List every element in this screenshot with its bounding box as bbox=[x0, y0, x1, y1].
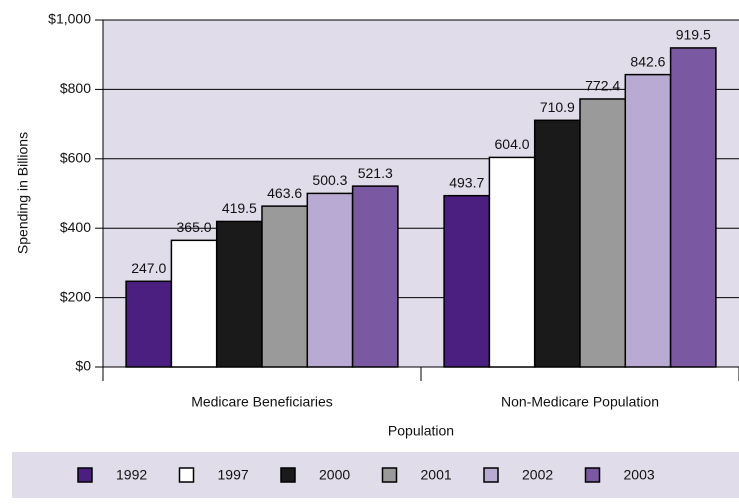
legend-label: 1997 bbox=[218, 467, 249, 483]
bar bbox=[261, 205, 309, 368]
bar bbox=[351, 185, 399, 368]
y-tick-label: $600 bbox=[60, 150, 91, 166]
x-tick-label: Non-Medicare Population bbox=[501, 394, 659, 410]
y-axis-label: Spending in Billions bbox=[15, 132, 31, 254]
legend-label: 2003 bbox=[624, 467, 655, 483]
value-label: 521.3 bbox=[358, 165, 393, 181]
legend-swatch bbox=[77, 467, 93, 483]
x-axis-label: Population bbox=[388, 423, 454, 439]
value-label: 493.7 bbox=[449, 174, 484, 190]
y-tick-label: $400 bbox=[60, 219, 91, 235]
legend-swatch bbox=[280, 467, 296, 483]
legend-swatch bbox=[381, 467, 398, 483]
value-label: 500.3 bbox=[312, 172, 347, 188]
legend-background bbox=[12, 452, 739, 498]
y-tick-label: $200 bbox=[60, 288, 91, 304]
legend-swatch bbox=[483, 467, 499, 483]
bar bbox=[443, 194, 491, 368]
legend-label: 2001 bbox=[421, 467, 452, 483]
x-tick-label: Medicare Beneficiaries bbox=[191, 394, 333, 410]
value-label: 772.4 bbox=[585, 78, 620, 94]
value-label: 463.6 bbox=[267, 185, 302, 201]
bar bbox=[488, 156, 536, 368]
value-label: 919.5 bbox=[676, 27, 711, 43]
value-label: 419.5 bbox=[222, 200, 257, 216]
value-label: 710.9 bbox=[540, 99, 575, 115]
bar bbox=[125, 280, 173, 368]
bar bbox=[533, 119, 581, 368]
legend-swatch bbox=[178, 467, 195, 483]
y-tick-label: $800 bbox=[60, 80, 91, 96]
bar bbox=[170, 239, 218, 368]
bar bbox=[669, 47, 717, 368]
legend-label: 2000 bbox=[319, 467, 350, 483]
legend-label: 1992 bbox=[116, 467, 147, 483]
y-tick-label: $0 bbox=[75, 358, 91, 374]
value-label: 842.6 bbox=[630, 53, 665, 69]
bar bbox=[215, 220, 263, 368]
bar bbox=[306, 192, 354, 368]
value-label: 365.0 bbox=[177, 219, 212, 235]
value-label: 604.0 bbox=[495, 136, 530, 152]
bar bbox=[624, 73, 672, 368]
value-label: 247.0 bbox=[131, 260, 166, 276]
bar bbox=[579, 98, 627, 368]
y-tick-label: $1,000 bbox=[48, 11, 91, 27]
legend-label: 2002 bbox=[522, 467, 553, 483]
legend-swatch bbox=[584, 467, 601, 483]
